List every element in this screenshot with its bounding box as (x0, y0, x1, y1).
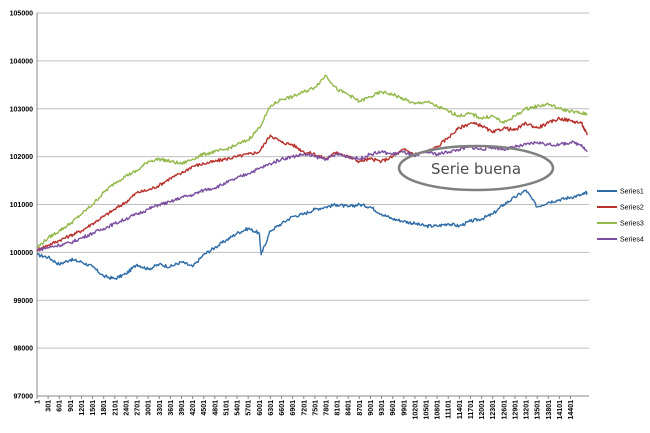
legend-label: Series3 (620, 221, 644, 228)
x-tick-label: 13801 (546, 400, 553, 420)
x-tick-label: 6001 (257, 400, 264, 416)
x-tick-label: 8701 (357, 400, 364, 416)
x-tick-label: 6301 (268, 400, 275, 416)
series-line-series4 (36, 140, 588, 252)
y-tick-label: 105000 (10, 11, 33, 18)
axes: 97000 98000 99000 100000 101000 102000 103000 1… (10, 11, 589, 420)
x-tick-label: 5701 (246, 400, 253, 416)
legend-label: Series4 (620, 237, 644, 244)
annotation-ellipse (397, 144, 555, 192)
x-tick-label: 1201 (79, 400, 86, 416)
x-tick-label: 11401 (457, 400, 464, 419)
y-tick-label: 102000 (10, 154, 33, 161)
x-tick-label: 6901 (290, 400, 297, 416)
x-tick-label: 5401 (235, 400, 242, 416)
x-tick-label: 7501 (312, 400, 319, 416)
x-tick-label: 7801 (323, 400, 330, 416)
x-tick-label: 301 (46, 400, 53, 412)
x-tick-label: 14401 (568, 400, 575, 420)
x-tick-label: 3601 (168, 400, 175, 416)
series-line-series3 (36, 74, 588, 249)
x-tick-label: 13201 (524, 400, 531, 420)
y-tick-label: 97000 (14, 394, 34, 401)
x-tick-label: 9601 (390, 400, 397, 416)
x-tick-label: 3001 (146, 400, 153, 416)
x-tick-label: 10501 (424, 400, 431, 420)
x-tick-label: 4201 (190, 400, 197, 416)
x-tick-label: 1 (35, 400, 42, 404)
gridlines (37, 12, 589, 349)
y-tick-label: 101000 (10, 202, 33, 209)
x-tick-label: 2401 (123, 400, 130, 416)
x-tick-label: 8401 (346, 400, 353, 416)
x-tick-label: 601 (57, 400, 64, 412)
legend-label: Series1 (620, 189, 644, 196)
x-tick-label: 12001 (479, 400, 486, 420)
x-tick-label: 12901 (512, 400, 519, 420)
x-tick-label: 9901 (401, 400, 408, 416)
x-tick-label: 2701 (135, 400, 142, 416)
annotation: Serie buena (397, 144, 555, 192)
y-tick-label: 103000 (10, 106, 33, 113)
x-tick-label: 3301 (157, 400, 164, 416)
x-tick-label: 3901 (179, 400, 186, 416)
x-tick-label: 4501 (201, 400, 208, 416)
y-tick-label: 100000 (10, 250, 33, 257)
legend: Series1 Series2 Series3 Series4 (597, 189, 644, 244)
x-tick-label: 901 (68, 400, 75, 412)
x-tick-label: 2101 (112, 400, 119, 416)
x-tick-label: 6601 (279, 400, 286, 416)
legend-label: Series2 (620, 205, 644, 212)
x-tick-label: 4801 (212, 400, 219, 416)
x-tick-label: 9301 (379, 400, 386, 416)
x-tick-label: 11101 (446, 400, 453, 419)
x-tick-label: 12601 (501, 400, 508, 420)
x-tick-label: 10201 (412, 400, 419, 420)
series-line-series1 (36, 189, 588, 281)
x-tick-label: 5101 (223, 400, 230, 416)
y-tick-label: 99000 (14, 298, 34, 305)
x-tick-label: 14101 (557, 400, 564, 420)
y-tick-label: 98000 (14, 346, 34, 353)
x-tick-label: 1801 (101, 400, 108, 416)
x-tick-label: 1501 (90, 400, 97, 416)
x-tick-label: 8101 (335, 400, 342, 416)
x-tick-label: 10801 (435, 400, 442, 420)
series-lines (36, 74, 588, 281)
x-tick-label: 9001 (368, 400, 375, 416)
series-line-series2 (36, 116, 588, 252)
y-tick-label: 104000 (10, 58, 33, 65)
x-tick-label: 12301 (490, 400, 497, 420)
x-tick-label: 13501 (535, 400, 542, 420)
x-tick-label: 7201 (301, 400, 308, 416)
annotation-label: Serie buena (431, 160, 521, 178)
x-tick-label: 11701 (468, 400, 475, 419)
